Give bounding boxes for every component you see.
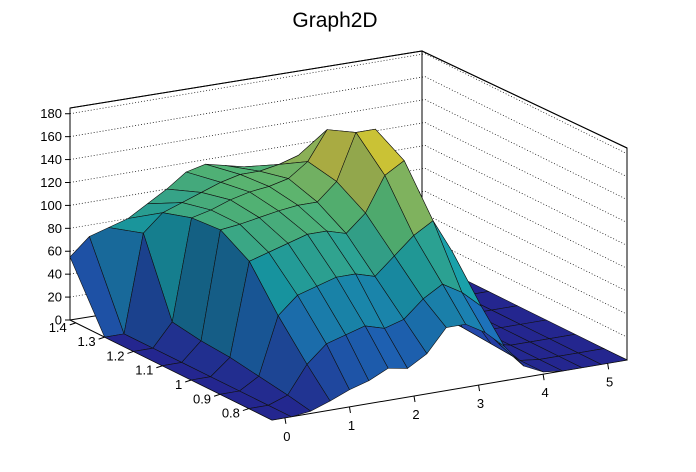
axis-ticks: 0204060801001201401601800.80.911.11.21.3…	[40, 106, 613, 444]
y-tick-label: 0.8	[222, 406, 240, 421]
y-tick	[242, 408, 250, 412]
z-tick-label: 140	[40, 152, 62, 167]
x-tick-label: 4	[541, 385, 548, 400]
surface-mesh	[69, 128, 628, 421]
y-tick-label: 1.2	[106, 348, 124, 363]
y-tick	[98, 336, 105, 340]
z-tick-label: 180	[40, 106, 62, 121]
y-tick	[69, 322, 76, 326]
x-tick-label: 0	[283, 429, 290, 444]
top-right-line	[421, 50, 628, 149]
z-grid-line	[69, 53, 628, 155]
x-tick-label: 5	[606, 374, 613, 389]
x-tick-label: 2	[412, 407, 419, 422]
y-tick-label: 1.3	[78, 334, 96, 349]
y-tick-label: 0.9	[193, 391, 211, 406]
y-tick	[127, 350, 134, 354]
x-tick	[607, 363, 610, 370]
z-tick-label: 20	[48, 290, 62, 305]
top-back-line	[69, 50, 423, 109]
y-tick-label: 1.4	[49, 320, 67, 335]
x-tick	[478, 385, 481, 392]
z-grid-line	[69, 76, 628, 177]
z-tick-label: 40	[48, 267, 62, 282]
y-tick	[185, 379, 192, 383]
z-tick-label: 60	[48, 244, 62, 259]
y-tick-label: 1.1	[135, 363, 153, 378]
x-tick	[348, 406, 351, 413]
x-tick	[542, 374, 545, 381]
x-tick	[284, 417, 287, 424]
z-tick-label: 100	[40, 198, 62, 213]
z-grid-line	[69, 122, 628, 223]
z-tick-label: 120	[40, 175, 62, 190]
z-tick-label: 0	[55, 313, 62, 328]
chart-title: Graph2D	[292, 9, 377, 32]
z-tick-label: 160	[40, 129, 62, 144]
y-tick-label: 1	[175, 377, 182, 392]
x-tick-label: 3	[477, 396, 484, 411]
z-tick-label: 80	[48, 221, 62, 236]
x-tick	[413, 395, 416, 403]
y-tick	[156, 365, 163, 369]
x-tick-label: 1	[348, 418, 355, 433]
z-grid-line	[69, 99, 628, 200]
y-tick	[213, 393, 221, 397]
